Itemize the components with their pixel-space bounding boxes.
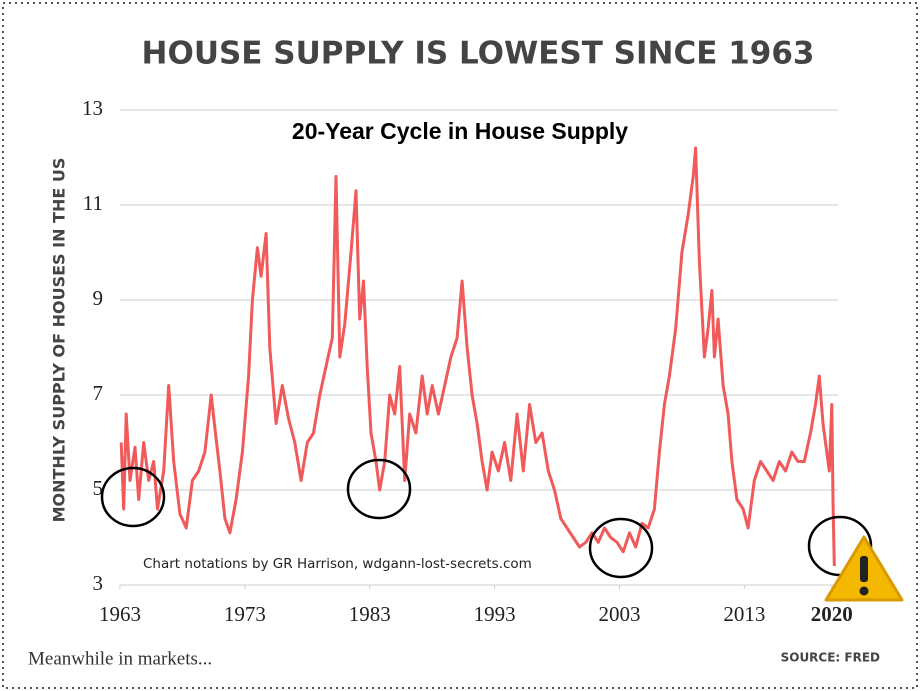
y-tick-label: 3	[93, 571, 104, 595]
y-tick-label: 5	[93, 476, 104, 500]
plot	[119, 146, 836, 567]
warning-icon	[824, 535, 904, 602]
x-tick-label: 2013	[723, 602, 765, 626]
y-tick-label: 13	[82, 96, 103, 120]
circle	[588, 517, 654, 579]
x-tick-label: 1993	[474, 602, 516, 626]
x-tick-label: 1963	[99, 602, 141, 626]
y-tick-label: 9	[93, 286, 104, 310]
y-tick-label: 11	[83, 191, 103, 215]
x-tick-label: 1983	[349, 602, 391, 626]
circle	[100, 466, 166, 528]
x-tick-label: 2020	[811, 602, 853, 626]
source: SOURCE: FRED	[781, 651, 880, 665]
chart-subtitle: 20-Year Cycle in House Supply	[292, 118, 628, 144]
y-tick-label: 7	[93, 381, 104, 405]
y-axis-label: MONTHLY SUPPLY OF HOUSES IN THE US	[50, 158, 69, 523]
brand: Meanwhile in markets...	[28, 648, 212, 669]
x-tick-label: 2003	[598, 602, 640, 626]
grid: 3 5 7 9 11 13 1963 1973 1983 1993 2003 2013 2020	[82, 96, 853, 626]
data-line	[119, 146, 836, 567]
annotation: Chart notations by GR Harrison, wdgann-l…	[143, 556, 532, 572]
chart-title: HOUSE SUPPLY IS LOWEST SINCE 1963	[142, 36, 815, 72]
circle	[346, 458, 412, 520]
x-tick-label: 1973	[224, 602, 266, 626]
